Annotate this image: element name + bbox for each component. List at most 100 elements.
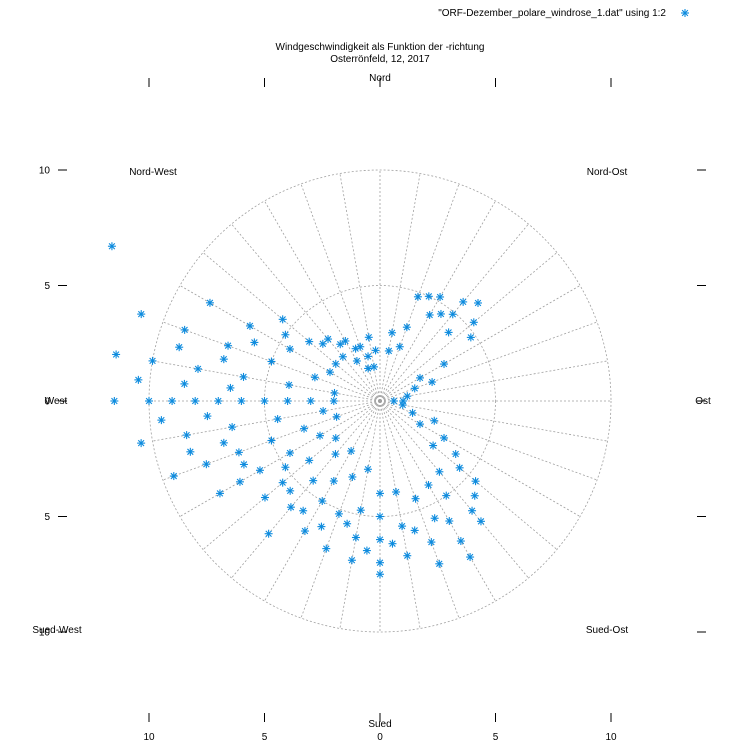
data-point <box>281 463 290 472</box>
grid-spoke <box>300 183 381 402</box>
data-point <box>331 359 340 368</box>
data-point <box>347 447 356 456</box>
data-point <box>286 503 295 512</box>
data-point <box>285 345 294 354</box>
data-point <box>411 494 420 503</box>
direction-label-sued-ost: Sued-Ost <box>586 625 628 636</box>
data-point <box>347 556 356 565</box>
data-point <box>410 526 419 535</box>
data-point <box>175 343 184 352</box>
data-point <box>364 333 373 342</box>
data-point <box>305 456 314 465</box>
data-point <box>324 335 333 344</box>
legend-marker <box>681 9 689 17</box>
data-point <box>281 330 290 339</box>
data-point <box>245 321 254 330</box>
left-tick-label: 10 <box>39 166 51 177</box>
data-point <box>157 416 166 425</box>
data-point <box>416 373 425 382</box>
grid-spoke <box>379 173 421 402</box>
data-point <box>305 337 314 346</box>
data-point <box>384 346 393 355</box>
grid-spoke <box>264 200 381 402</box>
data-point <box>428 378 437 387</box>
grid-spoke <box>379 183 460 402</box>
data-point <box>459 297 468 306</box>
data-point <box>169 472 178 481</box>
data-point <box>392 487 401 496</box>
bottom-tick-label: 5 <box>262 732 268 743</box>
grid-spoke <box>379 223 529 402</box>
data-point <box>416 420 425 429</box>
data-point <box>413 292 422 301</box>
data-point <box>376 489 384 498</box>
chart-subtitle: Osterrönfeld, 12, 2017 <box>330 54 430 65</box>
data-point <box>376 570 384 579</box>
grid-spoke <box>379 200 496 402</box>
data-point <box>445 517 454 526</box>
data-point <box>331 450 340 459</box>
grid-spoke <box>179 285 381 402</box>
chart-title: Windgeschwindigkeit als Funktion der -ri… <box>276 42 485 53</box>
data-point <box>356 342 365 351</box>
data-point <box>219 438 228 447</box>
data-point <box>319 407 328 416</box>
data-point <box>429 441 438 450</box>
data-point <box>267 436 276 445</box>
data-point <box>408 408 417 417</box>
grid-spoke <box>379 252 558 402</box>
grid-spoke <box>379 400 421 629</box>
grid-spoke <box>379 400 608 442</box>
data-point <box>180 325 189 334</box>
data-point <box>203 412 212 421</box>
data-point <box>362 546 371 555</box>
grid-spoke <box>339 173 381 402</box>
data-point <box>325 368 334 377</box>
data-point <box>273 415 282 424</box>
data-point <box>341 336 350 345</box>
data-point <box>186 447 195 456</box>
data-point <box>403 551 412 560</box>
data-point <box>466 553 475 562</box>
data-point <box>376 558 384 567</box>
data-point <box>237 397 246 405</box>
data-point <box>235 477 244 486</box>
data-point <box>398 522 407 531</box>
data-point <box>299 506 308 515</box>
data-point <box>285 380 294 389</box>
grid-spoke <box>202 400 381 550</box>
data-point <box>278 315 287 324</box>
data-point <box>363 465 372 474</box>
data-point <box>436 292 445 301</box>
grid-spoke <box>231 223 381 402</box>
data-point <box>389 397 398 405</box>
data-point <box>471 477 480 486</box>
data-point <box>388 328 397 337</box>
data-point <box>300 527 309 536</box>
data-point <box>352 356 361 365</box>
data-point <box>234 448 243 457</box>
data-point <box>466 333 475 342</box>
data-point <box>283 397 292 405</box>
data-point <box>110 397 119 405</box>
data-point <box>455 463 464 472</box>
data-point <box>351 533 360 542</box>
bottom-tick-label: 0 <box>377 732 383 743</box>
data-points <box>107 242 485 579</box>
data-point <box>435 467 444 476</box>
data-point <box>474 298 483 307</box>
data-point <box>398 401 407 410</box>
legend-asterisk <box>681 9 689 17</box>
data-point <box>395 342 404 351</box>
data-point <box>356 506 365 515</box>
data-point <box>330 388 339 397</box>
data-point <box>469 318 478 327</box>
data-point <box>215 489 224 498</box>
grid-spoke <box>179 400 381 517</box>
data-point <box>336 340 345 349</box>
data-point <box>440 433 449 442</box>
grid-spoke <box>379 400 460 619</box>
data-point <box>410 384 419 393</box>
data-point <box>317 522 326 531</box>
data-point <box>205 298 214 307</box>
